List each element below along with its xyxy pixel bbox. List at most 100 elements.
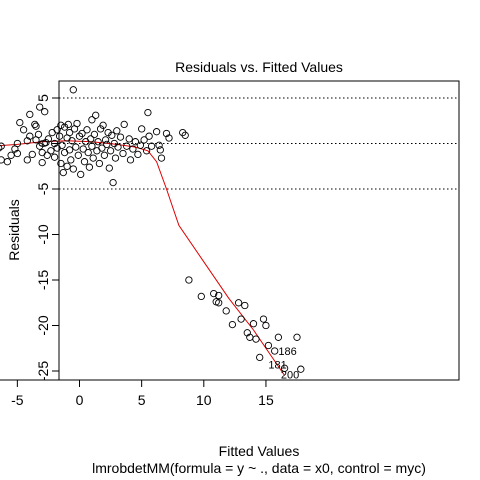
data-point xyxy=(43,151,51,159)
data-point xyxy=(126,156,135,164)
data-point xyxy=(106,147,115,155)
data-point xyxy=(94,138,102,146)
point-label: 181 xyxy=(268,360,286,372)
chart-title: Residuals vs. Fitted Values xyxy=(175,59,343,75)
data-point xyxy=(228,320,237,329)
x-axis-title: Fitted Values xyxy=(219,443,300,459)
data-point xyxy=(152,128,161,136)
data-point xyxy=(73,119,81,128)
data-point xyxy=(145,132,153,140)
data-point xyxy=(80,158,89,166)
data-point xyxy=(13,139,22,148)
data-point xyxy=(57,159,65,168)
data-point xyxy=(280,364,289,372)
data-point xyxy=(131,138,140,146)
data-point xyxy=(104,128,112,137)
data-point xyxy=(64,120,72,129)
data-point xyxy=(129,145,137,153)
data-point xyxy=(36,103,44,111)
y-tick-label: 0 xyxy=(35,139,51,147)
y-tick-label: -15 xyxy=(35,270,51,290)
data-point xyxy=(156,146,164,154)
data-point xyxy=(87,135,95,143)
data-point xyxy=(215,291,223,300)
data-point xyxy=(72,143,80,151)
points-group xyxy=(0,86,305,373)
y-tick-label: -20 xyxy=(35,315,51,335)
data-point xyxy=(120,120,128,129)
data-point xyxy=(16,118,24,127)
point-label: 186 xyxy=(278,346,296,358)
x-tick-label: 10 xyxy=(196,392,212,408)
data-point xyxy=(297,365,305,373)
data-point xyxy=(252,335,260,343)
data-point xyxy=(113,127,121,135)
data-point xyxy=(90,130,99,139)
data-point xyxy=(58,141,66,149)
data-point xyxy=(243,329,251,337)
y-tick-label: -25 xyxy=(35,361,51,381)
data-point xyxy=(162,129,171,138)
data-point xyxy=(105,164,113,172)
data-point xyxy=(147,142,156,150)
data-point xyxy=(142,147,151,155)
data-point xyxy=(101,136,110,144)
data-point xyxy=(69,86,77,94)
data-point xyxy=(103,140,111,149)
data-point xyxy=(50,153,59,161)
data-point xyxy=(0,156,5,164)
data-point xyxy=(222,307,230,315)
smooth-line-group xyxy=(0,140,286,376)
data-point xyxy=(78,129,86,138)
data-point xyxy=(165,134,173,142)
data-point xyxy=(264,341,273,350)
data-point xyxy=(271,347,279,355)
data-point xyxy=(74,151,82,159)
data-point xyxy=(53,126,61,134)
data-point xyxy=(23,156,31,164)
data-point xyxy=(85,163,94,171)
data-point xyxy=(47,147,55,155)
data-point xyxy=(59,168,67,177)
plot-frame xyxy=(58,80,460,381)
data-point xyxy=(262,321,270,330)
data-point xyxy=(144,108,152,117)
data-point xyxy=(100,151,109,159)
x-tick-label: 0 xyxy=(76,392,84,408)
data-point xyxy=(68,137,76,145)
data-point xyxy=(237,315,245,323)
data-point xyxy=(32,122,40,130)
data-point xyxy=(3,158,12,166)
data-point xyxy=(293,333,301,341)
data-point xyxy=(28,150,36,159)
data-point xyxy=(48,128,56,137)
data-point xyxy=(79,145,87,153)
data-point xyxy=(60,123,69,131)
data-point xyxy=(157,154,166,162)
data-point xyxy=(26,132,34,140)
data-point xyxy=(114,143,122,151)
data-point xyxy=(108,131,116,139)
data-point xyxy=(67,156,75,164)
data-point xyxy=(234,299,243,307)
data-point xyxy=(31,120,39,129)
data-point xyxy=(197,292,205,301)
x-tick-label: 5 xyxy=(138,392,146,408)
data-point xyxy=(36,142,44,150)
data-point xyxy=(119,149,127,158)
data-point xyxy=(109,178,117,187)
data-point xyxy=(274,333,283,341)
data-point xyxy=(125,135,133,143)
data-point xyxy=(88,116,96,124)
reference-lines xyxy=(59,97,459,190)
data-point xyxy=(95,159,104,168)
data-point xyxy=(19,126,28,134)
data-point xyxy=(136,141,145,149)
data-point xyxy=(259,315,268,323)
y-tick-label: 5 xyxy=(35,94,51,102)
data-point xyxy=(7,151,15,159)
data-point xyxy=(256,353,264,362)
